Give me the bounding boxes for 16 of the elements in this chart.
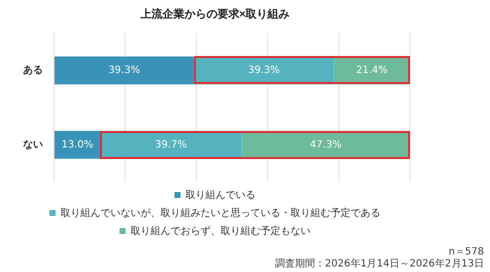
data-label: 39.7% [155, 139, 187, 150]
legend-label: 取り組んでおらず、取り組む予定もない [130, 224, 310, 237]
data-label: 39.3% [248, 64, 280, 76]
bar [54, 130, 100, 159]
data-label: 47.3% [310, 139, 342, 150]
y-tick-label: ない [23, 140, 43, 151]
chart-title: 上流企業からの要求×取り組み [139, 8, 290, 21]
data-label: 13.0% [62, 139, 94, 150]
text: n＝578 [448, 246, 484, 258]
y-tick-label: ある [23, 65, 43, 76]
text: 調査期間：2026年1月14日～2026年2月13日 [274, 258, 484, 270]
data-label: 21.4% [356, 64, 388, 76]
data-label: 39.3% [108, 64, 140, 76]
legend-label: 取り組んでいないが、取り組みたいと思っている・取り組む予定である [60, 206, 380, 219]
legend-label: 取り組んでいる [186, 190, 256, 201]
bar [54, 56, 194, 84]
